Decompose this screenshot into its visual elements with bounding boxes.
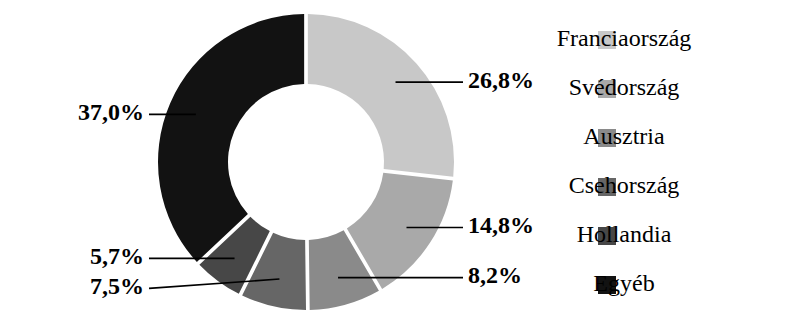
svg-text:Franciaország: Franciaország xyxy=(557,25,692,51)
svg-text:Csehország: Csehország xyxy=(569,172,680,198)
svg-text:Egyéb: Egyéb xyxy=(593,270,654,296)
svg-text:Ausztria: Ausztria xyxy=(583,123,665,149)
svg-text:14,8%: 14,8% xyxy=(468,212,534,238)
svg-text:8,2%: 8,2% xyxy=(468,262,522,288)
svg-text:Svédország: Svédország xyxy=(569,74,680,100)
svg-text:Hollandia: Hollandia xyxy=(577,221,672,247)
svg-text:5,7%: 5,7% xyxy=(90,243,144,269)
svg-text:26,8%: 26,8% xyxy=(468,67,534,93)
svg-text:37,0%: 37,0% xyxy=(78,99,144,125)
svg-text:7,5%: 7,5% xyxy=(90,273,144,299)
